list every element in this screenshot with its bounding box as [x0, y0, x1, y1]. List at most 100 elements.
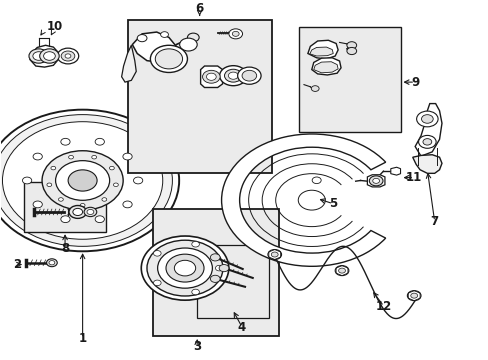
Bar [197, 245, 269, 318]
Circle shape [219, 265, 228, 272]
Circle shape [84, 207, 97, 217]
Circle shape [122, 153, 132, 160]
Bar [128, 19, 272, 173]
Circle shape [49, 261, 55, 265]
Circle shape [311, 177, 321, 184]
Circle shape [56, 161, 109, 200]
Text: 2: 2 [13, 258, 21, 271]
Circle shape [141, 236, 228, 300]
Circle shape [155, 49, 182, 69]
Circle shape [219, 66, 246, 86]
Circle shape [51, 166, 56, 170]
Circle shape [338, 268, 345, 273]
Bar [24, 181, 106, 232]
Circle shape [109, 166, 114, 170]
Circle shape [416, 111, 437, 127]
Circle shape [202, 70, 220, 83]
Circle shape [224, 69, 242, 82]
Circle shape [33, 52, 44, 60]
Text: 4: 4 [238, 321, 245, 334]
Circle shape [40, 49, 59, 63]
Circle shape [372, 178, 379, 183]
Circle shape [43, 52, 55, 60]
Circle shape [187, 33, 199, 42]
Circle shape [57, 48, 79, 64]
Circle shape [422, 139, 431, 145]
Circle shape [73, 208, 82, 216]
Text: 10: 10 [46, 20, 62, 33]
Polygon shape [412, 155, 441, 173]
Circle shape [206, 73, 216, 80]
Circle shape [102, 198, 106, 201]
Circle shape [228, 72, 238, 79]
Circle shape [215, 265, 223, 271]
Text: 8: 8 [61, 242, 69, 255]
Circle shape [87, 210, 94, 215]
Circle shape [122, 201, 132, 208]
Polygon shape [132, 32, 176, 62]
Circle shape [298, 190, 325, 210]
Circle shape [0, 114, 172, 246]
Polygon shape [122, 45, 136, 82]
Text: 12: 12 [375, 300, 391, 313]
Circle shape [95, 216, 104, 222]
Circle shape [157, 248, 212, 288]
Circle shape [33, 153, 42, 160]
Circle shape [65, 54, 71, 58]
Circle shape [179, 38, 197, 51]
Circle shape [47, 183, 52, 186]
Text: 9: 9 [410, 76, 418, 89]
Polygon shape [366, 175, 384, 187]
Circle shape [267, 249, 281, 260]
Circle shape [271, 252, 278, 257]
Circle shape [150, 45, 187, 72]
Text: 1: 1 [79, 332, 86, 345]
Polygon shape [309, 47, 332, 56]
Circle shape [421, 115, 432, 123]
Circle shape [68, 156, 73, 159]
Circle shape [61, 216, 70, 222]
Polygon shape [414, 104, 441, 156]
Circle shape [153, 251, 161, 256]
Polygon shape [313, 62, 337, 73]
Circle shape [137, 35, 147, 42]
Circle shape [46, 259, 57, 267]
Circle shape [232, 31, 239, 36]
Circle shape [346, 48, 356, 55]
Circle shape [242, 70, 256, 81]
Circle shape [133, 177, 142, 184]
Text: 11: 11 [405, 171, 422, 184]
Circle shape [418, 135, 435, 148]
Circle shape [80, 203, 85, 207]
Circle shape [42, 151, 123, 210]
Circle shape [92, 156, 97, 159]
Wedge shape [221, 134, 385, 266]
Circle shape [69, 206, 86, 219]
Circle shape [160, 32, 168, 37]
Circle shape [0, 110, 179, 251]
Circle shape [113, 183, 118, 186]
Circle shape [22, 177, 32, 184]
Polygon shape [307, 40, 337, 59]
Circle shape [95, 138, 104, 145]
Circle shape [228, 29, 242, 39]
Circle shape [407, 291, 420, 301]
Circle shape [191, 242, 199, 247]
Circle shape [68, 170, 97, 191]
Polygon shape [30, 45, 58, 67]
Text: 7: 7 [430, 215, 438, 228]
Circle shape [33, 201, 42, 208]
Circle shape [165, 254, 203, 282]
Polygon shape [311, 58, 340, 75]
Text: 6: 6 [195, 2, 203, 15]
Bar [153, 209, 278, 336]
Circle shape [237, 67, 261, 84]
Polygon shape [390, 167, 400, 175]
Circle shape [210, 275, 220, 282]
Circle shape [368, 176, 382, 186]
Circle shape [2, 122, 163, 239]
Circle shape [29, 49, 48, 63]
Polygon shape [200, 66, 222, 87]
Circle shape [334, 266, 348, 276]
Circle shape [61, 138, 70, 145]
